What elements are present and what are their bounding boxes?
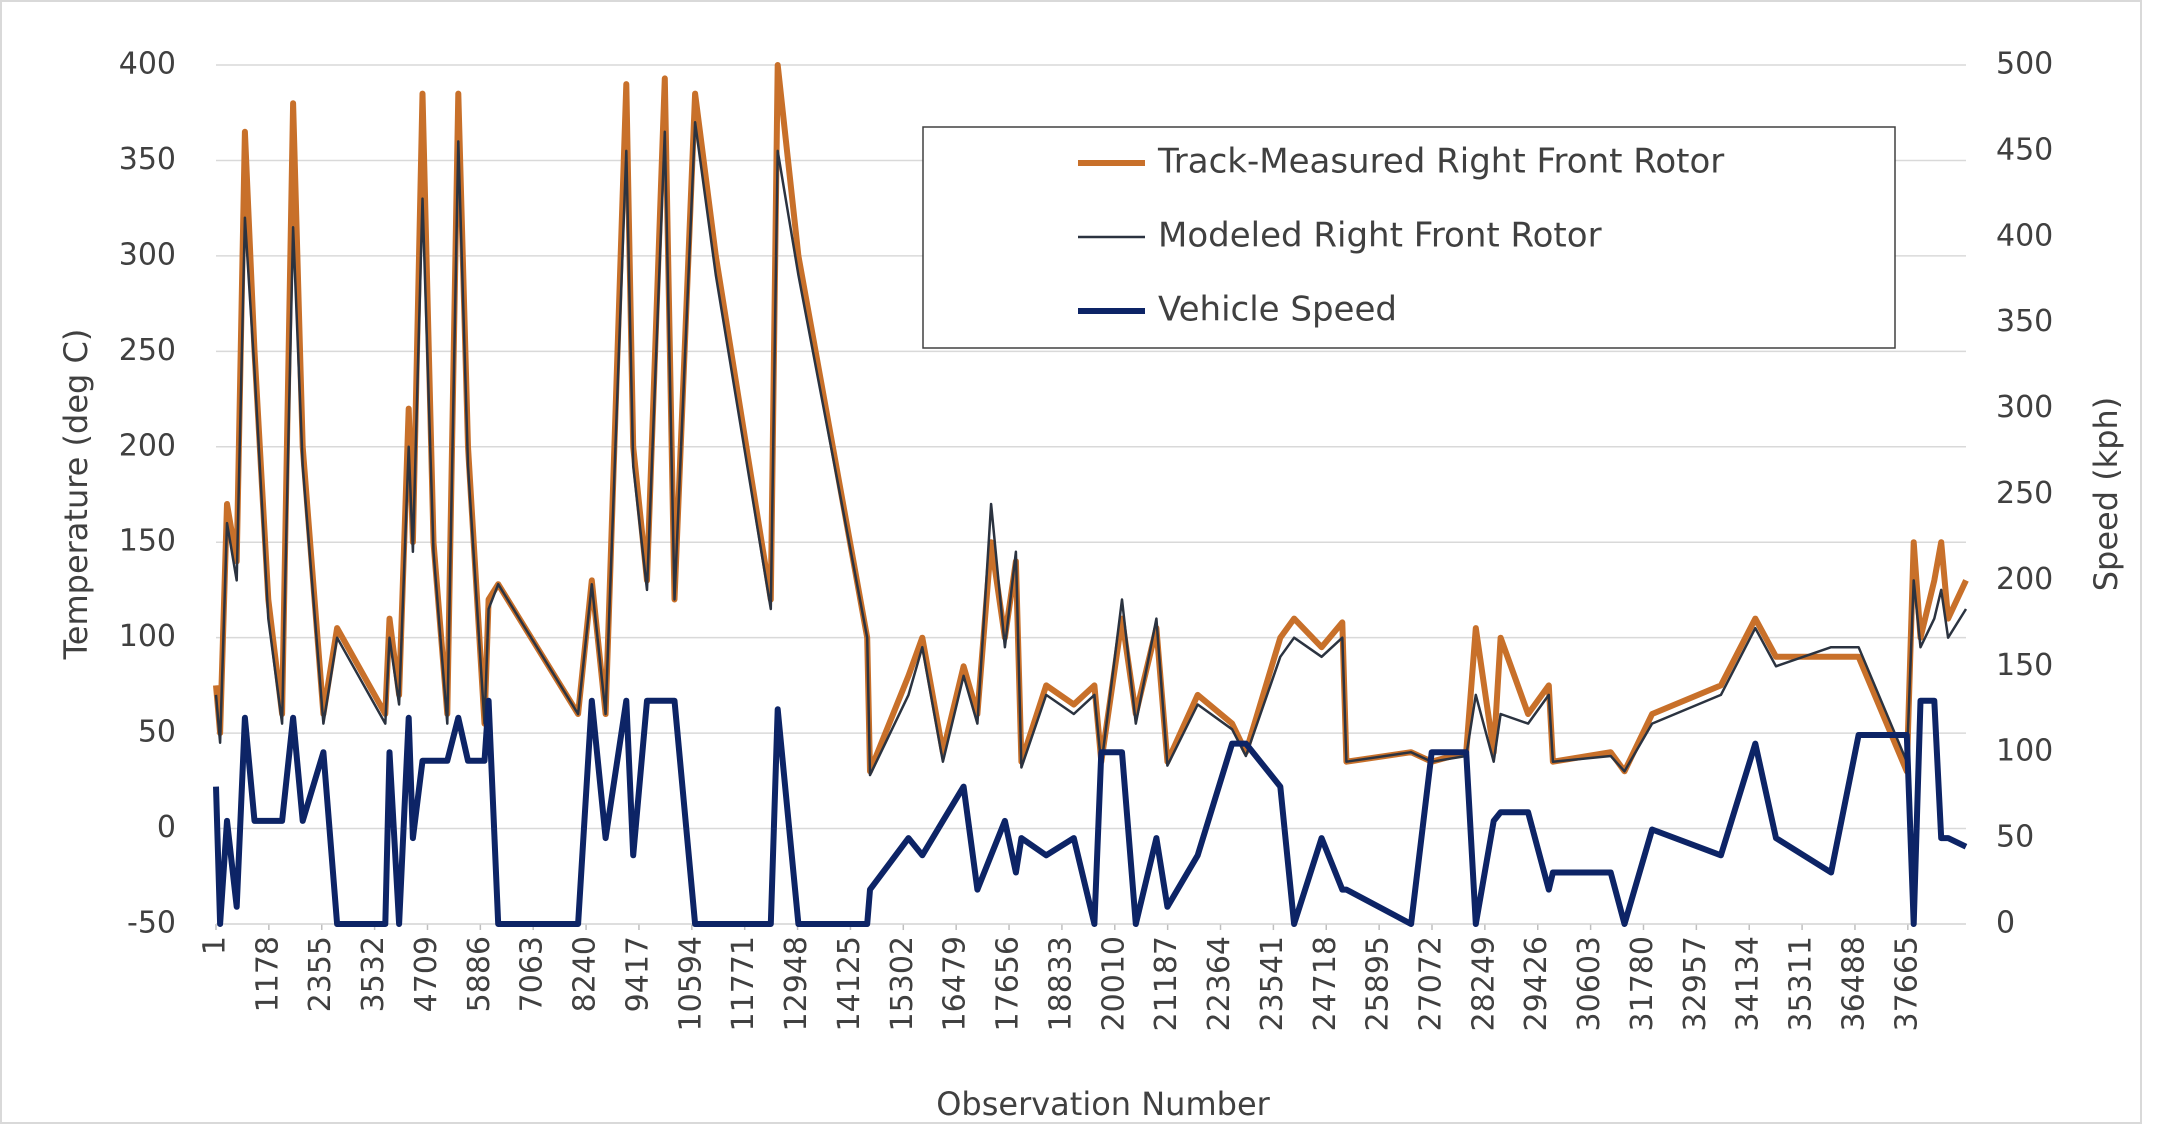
y2-tick-label: 300: [1996, 390, 2053, 425]
y2-tick-label: 200: [1996, 562, 2053, 597]
x-tick-label: 7063: [515, 936, 550, 1012]
y2-tick-label: 500: [1996, 47, 2053, 82]
x-tick-label: 27072: [1414, 936, 1449, 1031]
y2-tick-label: 100: [1996, 734, 2053, 769]
x-tick-label: 24718: [1308, 936, 1343, 1031]
x-tick-label: 29426: [1519, 936, 1554, 1031]
x-tick-label: 21187: [1149, 936, 1184, 1031]
x-tick-label: 30603: [1572, 936, 1607, 1031]
x-tick-label: 37665: [1889, 936, 1924, 1031]
y2-tick-label: 50: [1996, 820, 2034, 855]
x-axis-title: Observation Number: [936, 1085, 1270, 1123]
x-tick-label: 2355: [303, 936, 338, 1012]
y-tick-label: 400: [119, 47, 176, 82]
y-tick-label: 0: [157, 810, 176, 845]
x-tick-label: 9417: [620, 936, 655, 1012]
y-tick-label: 250: [119, 333, 176, 368]
x-tick-label: 23541: [1255, 936, 1290, 1031]
x-tick-label: 10594: [673, 936, 708, 1031]
x-tick-label: 4709: [409, 936, 444, 1012]
y-tick-label: 150: [119, 524, 176, 559]
y-axis-title: Temperature (deg C): [57, 329, 95, 661]
x-tick-label: 8240: [568, 936, 603, 1012]
x-tick-label: 20010: [1096, 936, 1131, 1031]
x-tick-label: 32957: [1678, 936, 1713, 1031]
y2-tick-label: 450: [1996, 132, 2053, 167]
y-tick-label: 300: [119, 237, 176, 272]
x-tick-label: 3532: [356, 936, 391, 1012]
y2-tick-label: 250: [1996, 476, 2053, 511]
series-line: [213, 697, 1968, 927]
x-tick-label: 31780: [1625, 936, 1660, 1031]
x-tick-label: 15302: [885, 936, 920, 1031]
x-tick-label: 14125: [832, 936, 867, 1031]
y-tick-label: -50: [127, 906, 176, 941]
y-tick-label: 350: [119, 142, 176, 177]
y2-tick-label: 350: [1996, 304, 2053, 339]
y-tick-label: 200: [119, 428, 176, 463]
legend-label: Track-Measured Right Front Rotor: [1157, 142, 1724, 182]
x-tick-label: 22364: [1202, 936, 1237, 1031]
y2-tick-label: 150: [1996, 648, 2053, 683]
legend-label: Modeled Right Front Rotor: [1158, 216, 1602, 256]
y2-tick-label: 0: [1996, 906, 2015, 941]
x-tick-label: 11771: [726, 936, 761, 1031]
x-tick-label: 16479: [938, 936, 973, 1031]
x-tick-label: 5886: [462, 936, 497, 1012]
x-tick-label: 25895: [1361, 936, 1396, 1031]
series-line: [214, 121, 1968, 777]
y-tick-label: 100: [119, 619, 176, 654]
y2-axis-title: Speed (kph): [2087, 397, 2125, 592]
x-tick-label: 35311: [1784, 936, 1819, 1031]
x-tick-label: 36488: [1836, 936, 1871, 1031]
x-tick-label: 12948: [779, 936, 814, 1031]
x-tick-label: 17656: [991, 936, 1026, 1031]
legend: Track-Measured Right Front Rotor Modeled …: [922, 126, 1896, 349]
x-tick-label: 1178: [250, 936, 285, 1012]
y2-tick-label: 400: [1996, 218, 2053, 253]
x-tick-label: 28249: [1466, 936, 1501, 1031]
x-tick-label: 18833: [1043, 936, 1078, 1031]
y-tick-label: 50: [138, 715, 176, 750]
legend-label: Vehicle Speed: [1158, 290, 1397, 330]
x-tick-label: 1: [198, 936, 233, 955]
x-tick-label: 34134: [1731, 936, 1766, 1031]
